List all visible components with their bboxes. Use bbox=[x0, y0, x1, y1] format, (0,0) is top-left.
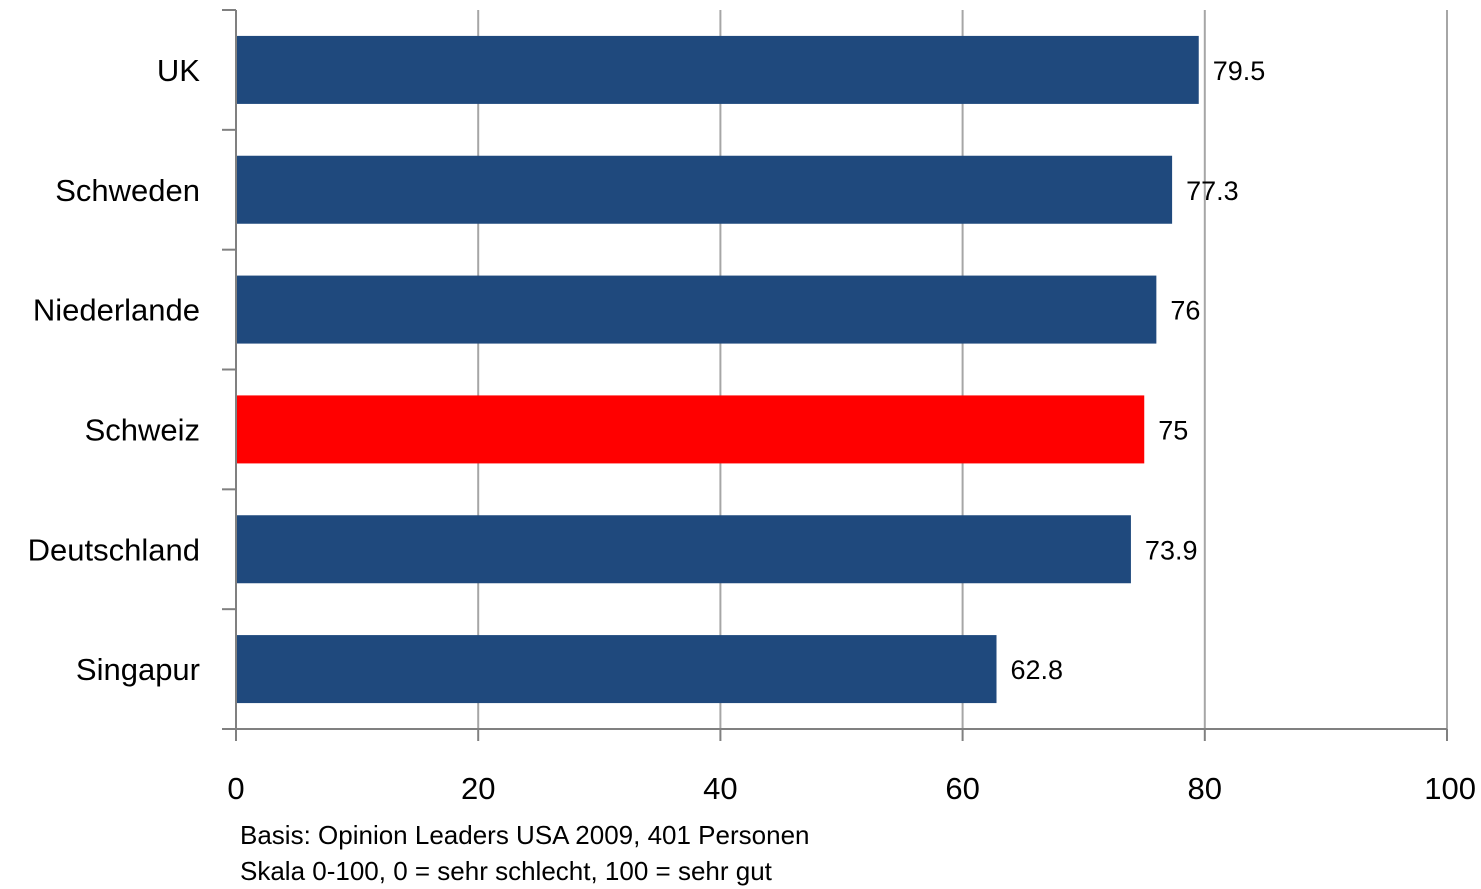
labels: UK 79.5 Schweden 77.3 Niederlande 76 Schweiz 75… bbox=[28, 53, 1476, 806]
x-tick-label-40: 40 bbox=[703, 771, 737, 806]
category-label-schweden: Schweden bbox=[55, 173, 200, 208]
axes bbox=[222, 9, 1448, 741]
value-label-niederlande: 76 bbox=[1170, 296, 1200, 326]
x-tick-label-80: 80 bbox=[1188, 771, 1222, 806]
value-label-uk: 79.5 bbox=[1213, 56, 1266, 86]
value-label-schweden: 77.3 bbox=[1186, 176, 1239, 206]
bar-niederlande bbox=[236, 275, 1157, 344]
category-label-singapur: Singapur bbox=[76, 652, 200, 687]
category-label-uk: UK bbox=[157, 53, 200, 88]
bar-schweiz bbox=[236, 395, 1145, 464]
value-label-singapur: 62.8 bbox=[1011, 655, 1064, 685]
x-tick-label-20: 20 bbox=[461, 771, 495, 806]
grid-lines bbox=[477, 10, 1448, 729]
bar-singapur bbox=[236, 635, 997, 704]
value-label-deutschland: 73.9 bbox=[1145, 535, 1198, 565]
x-tick-label-60: 60 bbox=[945, 771, 979, 806]
category-label-deutschland: Deutschland bbox=[28, 532, 200, 567]
value-label-schweiz: 75 bbox=[1158, 415, 1188, 445]
category-label-niederlande: Niederlande bbox=[33, 293, 200, 328]
basis-note: Basis: Opinion Leaders USA 2009, 401 Per… bbox=[240, 820, 810, 850]
bar-schweden bbox=[236, 155, 1173, 224]
category-label-schweiz: Schweiz bbox=[85, 412, 200, 447]
bar-deutschland bbox=[236, 515, 1131, 584]
scale-note: Skala 0-100, 0 = sehr schlecht, 100 = se… bbox=[240, 856, 772, 886]
bar-uk bbox=[236, 35, 1199, 104]
x-tick-label-100: 100 bbox=[1424, 771, 1476, 806]
bars bbox=[236, 35, 1199, 704]
x-tick-label-0: 0 bbox=[227, 771, 244, 806]
